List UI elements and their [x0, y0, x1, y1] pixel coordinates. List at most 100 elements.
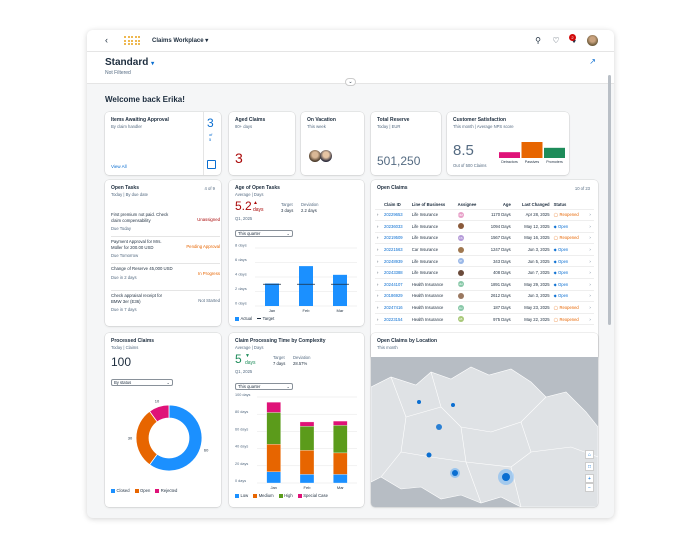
- app-title[interactable]: Claims Workplace ▾: [152, 38, 209, 44]
- claims-map-card[interactable]: Open Claims by Location This month ⌂ □ +…: [371, 333, 598, 507]
- map-marker[interactable]: [426, 452, 432, 458]
- map-marker[interactable]: [452, 470, 458, 476]
- expand-icon[interactable]: ›: [375, 209, 382, 222]
- table-row[interactable]: › 20219509 Life Insurance CS 1567 Days May 16…: [375, 232, 594, 245]
- claim-id-link[interactable]: 20236033: [382, 220, 410, 233]
- map-marker[interactable]: [451, 403, 455, 407]
- navigate-icon[interactable]: ›: [587, 255, 594, 268]
- legend-item[interactable]: Closed: [111, 488, 130, 493]
- column-header[interactable]: Line of Business: [409, 200, 456, 210]
- claim-id-link[interactable]: 20248939: [382, 255, 410, 268]
- line-of-business: Life Insurance: [409, 266, 456, 280]
- claim-id-link[interactable]: 20221563: [382, 243, 410, 256]
- legend-item[interactable]: Low: [235, 493, 248, 498]
- group-by-select[interactable]: By status ⌄: [111, 379, 173, 386]
- legend-item[interactable]: High: [278, 493, 293, 498]
- navigate-icon[interactable]: ›: [587, 266, 594, 280]
- task-item[interactable]: Check appraisal receipt for BMW 3er (E36…: [111, 293, 220, 312]
- table-row[interactable]: › 20223154 Health Insurance LB 975 Days May 2…: [375, 313, 594, 326]
- task-item[interactable]: First premium not paid. Check claim comp…: [111, 212, 220, 237]
- column-header[interactable]: Claim ID: [382, 200, 410, 210]
- user-avatar[interactable]: [587, 35, 598, 46]
- table-row[interactable]: › 20244107 Health Insurance HH 1891 Days May …: [375, 278, 594, 291]
- navigate-icon[interactable]: ›: [587, 313, 594, 326]
- expand-icon[interactable]: ›: [375, 220, 382, 233]
- navigate-icon[interactable]: ›: [587, 243, 594, 256]
- card-subtitle: This week: [307, 124, 326, 129]
- expand-icon[interactable]: ›: [375, 232, 382, 245]
- avatar[interactable]: [309, 150, 321, 162]
- share-icon[interactable]: ↗: [589, 57, 596, 66]
- legend-item[interactable]: Medium: [253, 493, 274, 498]
- open-claims-card[interactable]: Open Claims 10 of 23 Claim ID Line of Bu…: [371, 180, 598, 360]
- column-header[interactable]: Status: [551, 200, 588, 210]
- legend-item[interactable]: Special Case: [297, 493, 328, 498]
- processing-time-card[interactable]: Claim Processing Time by Complexity Aver…: [229, 333, 364, 507]
- on-vacation-card[interactable]: On Vacation This week: [301, 112, 364, 175]
- assignee-avatar: CS: [457, 234, 464, 241]
- x-tick-label: Feb: [304, 485, 312, 490]
- navigate-icon[interactable]: ›: [587, 301, 594, 314]
- table-row[interactable]: › 20186929 Health Insurance 2612 Days Jun 3,…: [375, 290, 594, 303]
- claim-id-link[interactable]: 20223154: [382, 313, 410, 326]
- claim-id-link[interactable]: 20229653: [382, 209, 410, 222]
- claim-id-link[interactable]: 20186929: [382, 290, 410, 303]
- card-title: Age of Open Tasks: [235, 185, 280, 191]
- table-row[interactable]: › 20236033 Life Insurance 1094 Days May 12, …: [375, 220, 594, 233]
- claim-id-link[interactable]: 20247416: [382, 301, 410, 314]
- total-reserve-card[interactable]: Total Reserve Today | EUR 501,250: [371, 112, 441, 175]
- home-icon[interactable]: ⌂: [585, 450, 594, 459]
- awaiting-approval-card[interactable]: Items Awaiting Approval By claim handler…: [105, 112, 221, 175]
- variant-title[interactable]: Standard ▾: [105, 57, 155, 68]
- avatar[interactable]: [320, 150, 332, 162]
- map-marker[interactable]: [502, 473, 510, 481]
- expand-icon[interactable]: ›: [375, 313, 382, 326]
- expand-icon[interactable]: ›: [375, 255, 382, 268]
- zoom-out-icon[interactable]: −: [585, 483, 594, 492]
- navigate-icon[interactable]: ›: [587, 278, 594, 291]
- column-header[interactable]: Age: [483, 200, 513, 210]
- navigate-icon[interactable]: ›: [587, 290, 594, 303]
- legend-item[interactable]: Rejected: [155, 488, 177, 493]
- period-select[interactable]: This quarter ⌄: [235, 383, 293, 390]
- view-all-link[interactable]: View All: [111, 164, 127, 169]
- expand-icon[interactable]: ›: [375, 266, 382, 280]
- age-open-tasks-card[interactable]: Age of Open Tasks Average | Days 5.2 ▲ d…: [229, 180, 364, 326]
- table-row[interactable]: › 20243388 Life Insurance 408 Days Jun 7, 20…: [375, 266, 594, 280]
- task-item[interactable]: Change of Reserve 45,000 USD Due in 2 day…: [111, 266, 220, 291]
- location-map[interactable]: [371, 357, 598, 507]
- column-header[interactable]: Last Changed: [512, 200, 552, 210]
- map-marker[interactable]: [417, 400, 421, 404]
- processed-claims-card[interactable]: Processed Claims Today | Claims 100 By s…: [105, 333, 221, 507]
- square-icon[interactable]: □: [585, 462, 594, 471]
- table-row[interactable]: › 20221563 Car Insurance 1247 Days Jun 3, 20…: [375, 243, 594, 256]
- customer-satisfaction-card[interactable]: Customer Satisfaction This month | Avera…: [447, 112, 569, 175]
- map-marker[interactable]: [436, 424, 442, 430]
- collapse-header-button[interactable]: ⌄: [345, 78, 356, 86]
- open-tasks-card[interactable]: Open Tasks Today | By due date 4 of 9 Fi…: [105, 180, 221, 326]
- search-icon[interactable]: ⚲: [535, 35, 541, 45]
- legend-item[interactable]: Open: [134, 488, 150, 493]
- table-row[interactable]: › 20248939 Life Insurance IP 343 Days Jun 5, …: [375, 255, 594, 268]
- table-row[interactable]: › 20247416 Health Insurance LH 187 Days May 2…: [375, 301, 594, 314]
- claim-id-link[interactable]: 20243388: [382, 266, 410, 280]
- navigate-icon[interactable]: ›: [587, 232, 594, 245]
- expand-icon[interactable]: ›: [375, 290, 382, 303]
- help-icon[interactable]: ♡: [552, 35, 560, 45]
- navigate-icon[interactable]: ›: [587, 209, 594, 222]
- expand-icon[interactable]: ›: [375, 243, 382, 256]
- navigate-icon[interactable]: ›: [587, 220, 594, 233]
- expand-icon[interactable]: ›: [375, 301, 382, 314]
- claim-id-link[interactable]: 20219509: [382, 232, 410, 245]
- aged-claims-card[interactable]: Aged Claims 80+ days 3: [229, 112, 295, 175]
- zoom-in-icon[interactable]: +: [585, 474, 594, 483]
- last-changed: May 29, 2025: [512, 278, 552, 291]
- expand-icon[interactable]: ›: [375, 278, 382, 291]
- claim-id-link[interactable]: 20244107: [382, 278, 410, 291]
- back-icon[interactable]: ‹: [105, 35, 108, 45]
- page-scrollbar[interactable]: [608, 75, 611, 325]
- table-row[interactable]: › 20229653 Life Insurance NM 1170 Days Apr 28…: [375, 209, 594, 222]
- task-item[interactable]: Payment Approval for Mrs. Müller for 200…: [111, 239, 220, 264]
- column-header[interactable]: Assignee: [455, 200, 484, 210]
- period-select[interactable]: This quarter ⌄: [235, 230, 293, 237]
